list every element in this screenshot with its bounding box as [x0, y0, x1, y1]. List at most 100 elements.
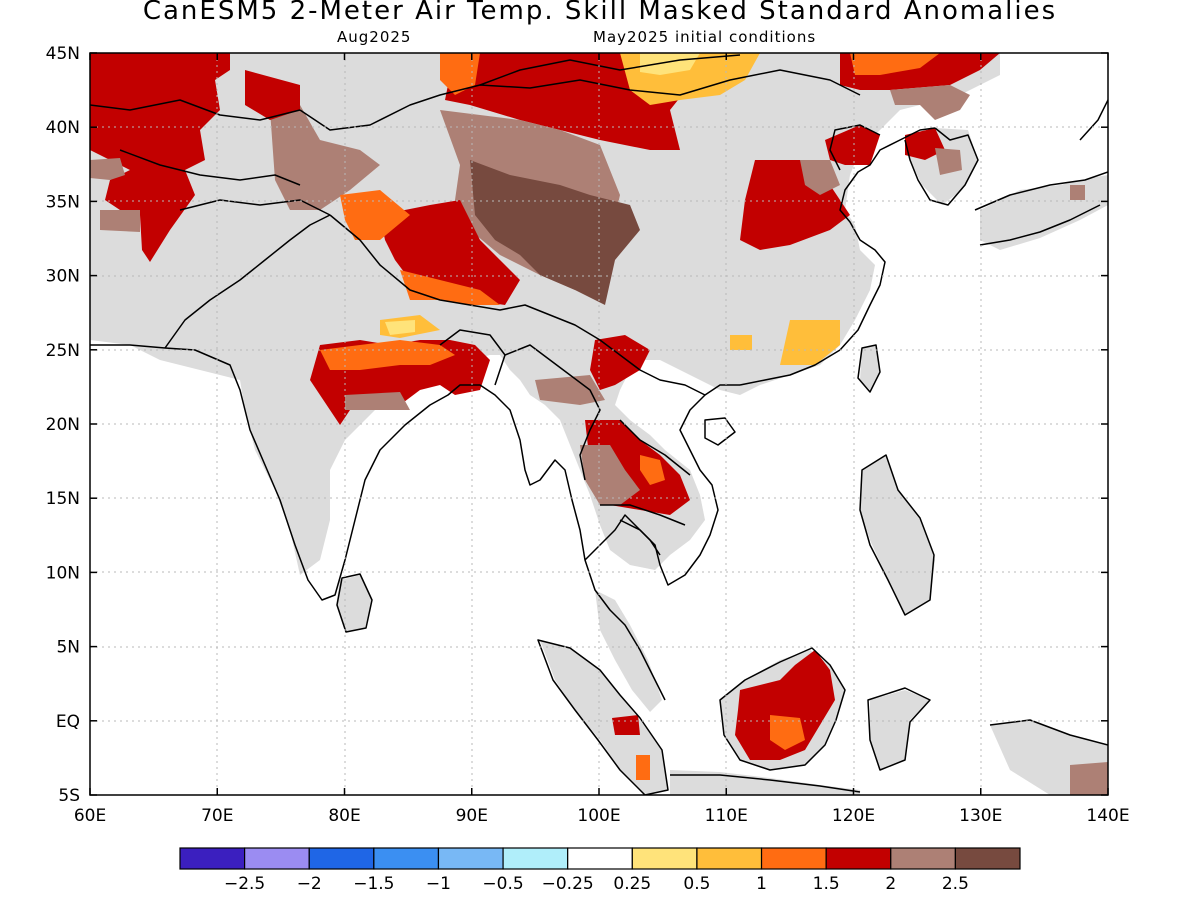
- philippines-land: [860, 455, 935, 615]
- colorbar-label: −0.25: [542, 874, 594, 894]
- colorbar-swatch: [437, 847, 504, 870]
- gridlines: [90, 53, 1108, 795]
- anomaly-borneo-orange: [770, 715, 805, 750]
- sri-lanka-coastline: [336, 573, 373, 633]
- burma-border: [504, 344, 601, 481]
- colorbar-swatch: [244, 847, 310, 870]
- anomaly-korea-brown: [935, 148, 962, 175]
- lat-tick-label: 25N: [46, 341, 80, 361]
- colorbar-label: −2: [297, 874, 322, 894]
- lat-tick-label: 5S: [58, 786, 80, 806]
- taiwan-land: [860, 345, 880, 390]
- target-month-label: Aug2025: [337, 28, 412, 46]
- indochina-borders: [599, 339, 706, 526]
- lat-tick-label: 30N: [46, 267, 80, 287]
- bangladesh-border: [439, 329, 506, 386]
- colorbar-swatch: [760, 847, 827, 870]
- lon-tick-label: 100E: [577, 806, 620, 826]
- himalaya-border: [329, 214, 601, 341]
- anomaly-kazakhstan-north-brown: [90, 158, 125, 180]
- colorbar-swatch: [502, 847, 569, 870]
- central-asia-borders: [119, 149, 331, 216]
- lon-tick-label: 80E: [328, 806, 360, 826]
- colorbar-swatch: [890, 847, 956, 870]
- lat-tick-label: 40N: [46, 118, 80, 138]
- lon-tick-label: 130E: [959, 806, 1002, 826]
- lon-tick-label: 60E: [74, 806, 106, 826]
- anomaly-central-asia-red: [245, 70, 300, 120]
- philippines-coastline: [859, 454, 935, 616]
- anomaly-thailand-brown: [580, 445, 640, 505]
- anomaly-mongolia-lightyellow: [640, 53, 700, 75]
- india-coastline: [90, 344, 666, 701]
- map-axes: 60E 70E 80E 90E 100E 110E 120E 130E 140E 45N 40N 35…: [46, 44, 1130, 826]
- colorbar-swatch: [696, 847, 763, 870]
- colorbar-label: 2: [885, 874, 896, 894]
- lat-tick-label: 10N: [46, 563, 80, 583]
- colorbar-swatch: [954, 847, 1021, 870]
- colorbar-label: −1: [426, 874, 451, 894]
- japan-coastline: [974, 99, 1108, 246]
- colorbar-label: −1.5: [353, 874, 394, 894]
- anomaly-ganges-lightyellow: [385, 320, 415, 335]
- kazakh-border: [90, 99, 301, 121]
- initial-conditions-label: May2025 initial conditions: [593, 28, 817, 46]
- colorbar-label: 0.5: [683, 874, 710, 894]
- anomaly-manchuria-orange: [850, 53, 940, 75]
- anomaly-sumatra-orange: [636, 755, 650, 780]
- taiwan-coastline: [857, 344, 881, 393]
- china-border-north: [299, 69, 861, 131]
- anomaly-central-india-brown: [345, 392, 410, 410]
- colorbar-label: 1.5: [813, 874, 840, 894]
- lon-tick-label: 90E: [456, 806, 488, 826]
- anomaly-sumatra-red: [612, 715, 640, 735]
- map-plot-area: [90, 53, 1108, 795]
- anomaly-shandong-red: [825, 125, 880, 165]
- indochina-coastline: [619, 384, 740, 586]
- korea-coastline: [904, 127, 979, 206]
- mongolia-border: [479, 54, 741, 86]
- gulf-of-thailand-coastline: [584, 514, 661, 561]
- colorbar-swatch: [631, 847, 698, 870]
- lat-tick-label: 45N: [46, 44, 80, 64]
- anomaly-korea-red: [905, 128, 945, 160]
- borneo-coastline: [719, 647, 846, 771]
- colorbar-swatch: [373, 847, 440, 870]
- colorbar: −2.5 −2 −1.5 −1 −0.5 −0.25 0.25 0.5 1 1.5 2 2.5: [179, 847, 1021, 894]
- colorbar-swatch: [308, 847, 375, 870]
- anomaly-yunnan-red: [590, 335, 650, 390]
- anomaly-mongolia-orange: [440, 53, 480, 95]
- java-coastline: [670, 774, 861, 793]
- anomaly-newguinea-brown: [1070, 762, 1108, 795]
- lon-tick-label: 120E: [832, 806, 875, 826]
- anomaly-ganges-orange: [320, 340, 455, 370]
- sulawesi-land: [870, 690, 930, 770]
- anomaly-laos-orange: [640, 455, 665, 485]
- lon-tick-label: 140E: [1086, 806, 1129, 826]
- anomaly-manchuria-brown: [890, 85, 970, 120]
- colorbar-label: 0.25: [613, 874, 651, 894]
- anomaly-japan-brown: [1070, 185, 1085, 200]
- colorbar-label: −0.5: [482, 874, 523, 894]
- map-title: CanESM5 2-Meter Air Temp. Skill Masked S…: [142, 0, 1058, 26]
- anomaly-caspian-brown: [100, 210, 140, 232]
- anomaly-hindukush-orange: [340, 190, 410, 240]
- colorbar-swatch: [179, 847, 246, 870]
- bohai-coastline: [829, 124, 881, 171]
- anomaly-south-china-yellow-1: [730, 335, 752, 350]
- lon-tick-label: 110E: [705, 806, 748, 826]
- lat-tick-label: 15N: [46, 489, 80, 509]
- new-guinea-coastline: [989, 719, 1108, 746]
- lon-tick-label: 70E: [201, 806, 233, 826]
- colorbar-label: 2.5: [942, 874, 969, 894]
- anomaly-china-east-brown: [800, 160, 840, 195]
- lat-tick-label: 35N: [46, 192, 80, 212]
- colorbar-swatch: [825, 847, 892, 870]
- malay-peninsula-land: [595, 590, 662, 712]
- china-coastline: [739, 127, 936, 386]
- india-border: [164, 214, 331, 349]
- anomaly-tibet-darkbrown: [470, 160, 640, 305]
- anomaly-south-china-yellow-2: [780, 320, 840, 365]
- sulawesi-coastline: [867, 687, 931, 771]
